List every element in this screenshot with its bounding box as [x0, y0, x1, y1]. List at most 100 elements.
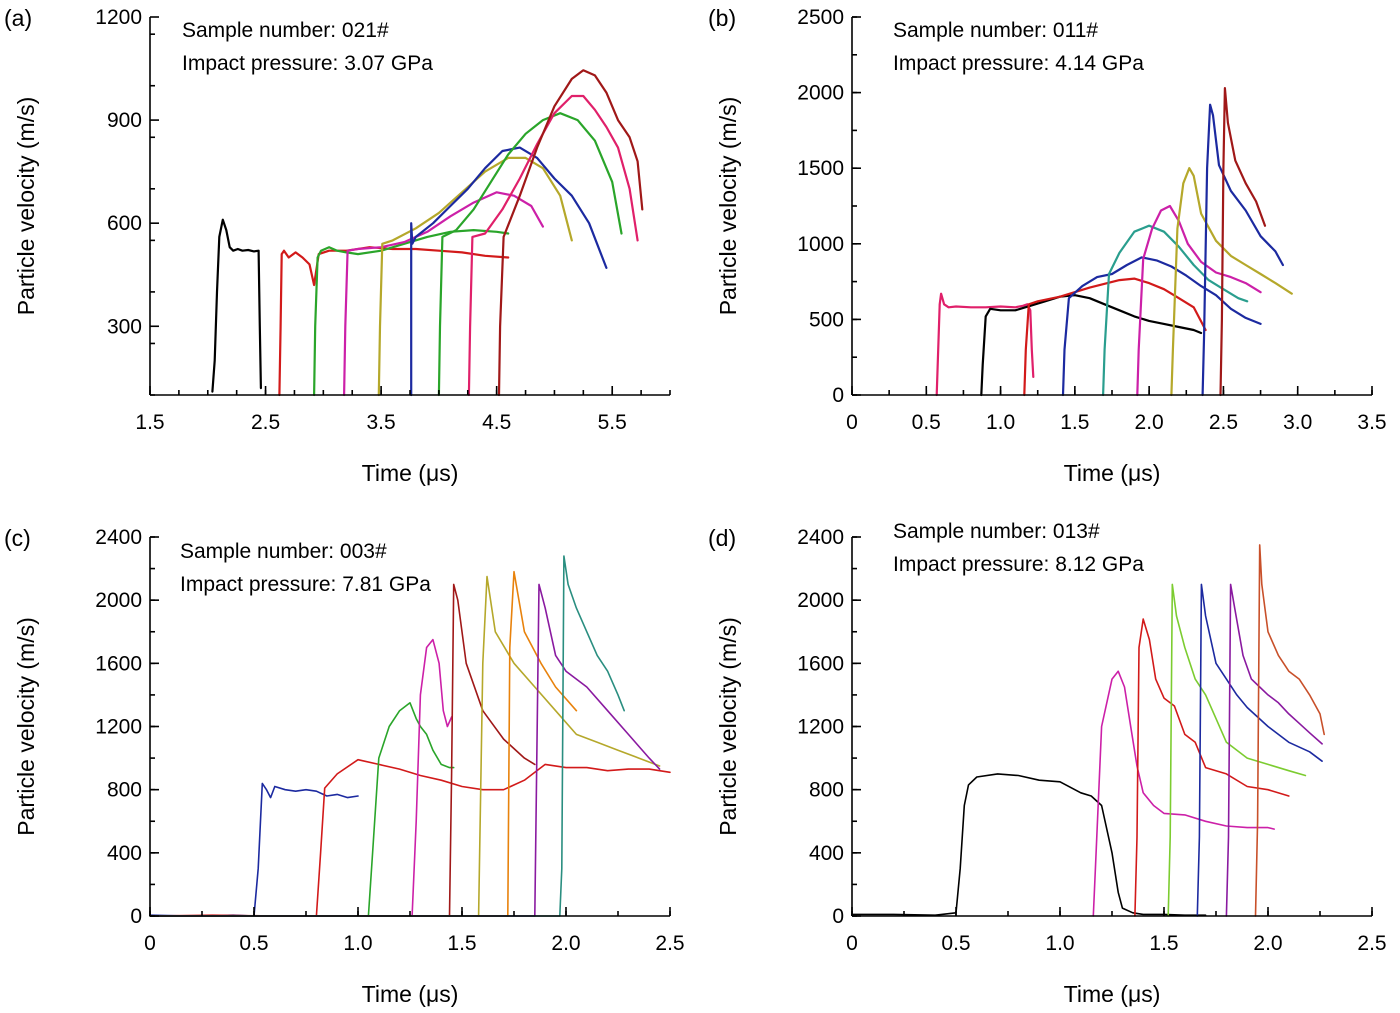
y-tick-label: 1600 — [95, 652, 142, 675]
series-line-7 — [1254, 544, 1325, 917]
series-line-4 — [1061, 256, 1262, 397]
y-tick-label: 400 — [809, 842, 844, 865]
x-ticks: 0 0.5 1.0 1.5 2.0 2.5 3.0 3.5 — [846, 386, 1387, 434]
x-axis-title: Time (μs) — [362, 981, 459, 1007]
y-tick-label: 2000 — [95, 589, 142, 612]
series-line-4 — [149, 638, 453, 917]
series-line-4 — [1167, 583, 1307, 917]
annotation-line-2: Impact pressure: 3.07 GPa — [182, 52, 433, 75]
x-tick-label: 0.5 — [912, 411, 941, 434]
y-tick-label: 0 — [832, 905, 844, 928]
series-line-2 — [1092, 670, 1275, 917]
series-line-3 — [1134, 618, 1290, 917]
series-line-1 — [149, 782, 359, 917]
y-tick-label: 800 — [107, 779, 142, 802]
series-line-3 — [149, 702, 455, 917]
y-tick-label: 400 — [107, 842, 142, 865]
y-tick-label: 2500 — [797, 6, 844, 29]
y-tick-label: 300 — [107, 315, 142, 338]
series-group — [211, 69, 644, 397]
x-tick-label: 2.0 — [1135, 411, 1164, 434]
x-tick-label: 5.5 — [598, 411, 627, 434]
annotation-line-1: Sample number: 011# — [893, 19, 1098, 42]
y-tick-label: 1200 — [95, 716, 142, 739]
series-line-8 — [1201, 103, 1284, 397]
x-tick-label: 2.0 — [1253, 932, 1282, 955]
y-tick-label: 2000 — [797, 589, 844, 612]
x-tick-label: 2.5 — [1209, 411, 1238, 434]
x-tick-label: 0.5 — [941, 932, 970, 955]
x-tick-label: 1.5 — [1060, 411, 1089, 434]
panel-c: 0 400 800 1200 1600 2000 2400 0 0.5 1.0 1.5 2.0 2.5 T… — [4, 525, 685, 1007]
y-tick-label: 1600 — [797, 652, 844, 675]
annotation-line-2: Impact pressure: 7.81 GPa — [180, 573, 431, 596]
series-line-3 — [313, 229, 510, 397]
y-axis-title: Particle velocity (m/s) — [715, 617, 741, 836]
x-tick-label: 1.5 — [1149, 932, 1178, 955]
y-tick-label: 800 — [809, 779, 844, 802]
panel-b: 0 500 1000 1500 2000 2500 0 0.5 1.0 1.5 2.0 2.5 3.0 3… — [708, 5, 1387, 486]
series-line-7 — [149, 570, 578, 917]
x-tick-label: 3.5 — [1357, 411, 1386, 434]
x-axis-title: Time (μs) — [1064, 981, 1161, 1007]
x-ticks: 1.5 2.5 3.5 4.5 5.5 — [135, 386, 671, 434]
annotation-line-2: Impact pressure: 8.12 GPa — [893, 553, 1144, 576]
panel-d: 0 400 800 1200 1600 2000 2400 0 0.5 1.0 1.5 2.0 2.5 T… — [708, 520, 1387, 1007]
series-line-6 — [149, 575, 661, 917]
panel-label: (c) — [4, 525, 31, 551]
series-group — [149, 555, 671, 917]
x-axis-title: Time (μs) — [362, 460, 459, 486]
y-tick-label: 600 — [107, 212, 142, 235]
panel-label: (b) — [708, 5, 736, 31]
x-ticks: 0 0.5 1.0 1.5 2.0 2.5 — [144, 907, 685, 955]
series-line-5 — [1196, 583, 1323, 917]
x-tick-label: 1.0 — [343, 932, 372, 955]
x-ticks: 0 0.5 1.0 1.5 2.0 2.5 — [846, 907, 1387, 955]
series-line-1 — [211, 218, 262, 393]
y-ticks: 0 500 1000 1500 2000 2500 — [797, 6, 861, 407]
x-tick-label: 4.5 — [482, 411, 511, 434]
series-line-2 — [980, 294, 1203, 397]
y-tick-label: 2000 — [797, 82, 844, 105]
panel-label: (a) — [4, 5, 32, 31]
series-line-1 — [851, 773, 1207, 916]
annotation-line-2: Impact pressure: 4.14 GPa — [893, 52, 1144, 75]
series-line-9 — [149, 555, 625, 917]
y-ticks: 0 400 800 1200 1600 2000 2400 — [95, 526, 159, 928]
series-line-5 — [149, 583, 536, 917]
x-tick-label: 0 — [846, 411, 858, 434]
y-tick-label: 1200 — [797, 716, 844, 739]
y-axis-title: Particle velocity (m/s) — [13, 97, 39, 316]
y-ticks: 0 400 800 1200 1600 2000 2400 — [797, 526, 861, 928]
y-tick-label: 500 — [809, 308, 844, 331]
series-line-5 — [377, 156, 573, 397]
series-line-7 — [1170, 167, 1293, 397]
annotation-line-1: Sample number: 021# — [182, 19, 389, 42]
x-tick-label: 0 — [144, 932, 156, 955]
x-tick-label: 3.0 — [1283, 411, 1312, 434]
annotation-line-1: Sample number: 013# — [893, 520, 1100, 543]
x-tick-label: 2.5 — [251, 411, 280, 434]
series-group — [935, 87, 1293, 397]
x-tick-label: 2.5 — [655, 932, 684, 955]
series-line-8 — [467, 94, 639, 397]
panel-label: (d) — [708, 525, 736, 551]
annotation-line-1: Sample number: 003# — [180, 540, 387, 563]
x-tick-label: 1.0 — [1045, 932, 1074, 955]
panel-a: 300 600 900 1200 1.5 2.5 3.5 4.5 5.5 Time (μs) Par… — [4, 5, 671, 486]
y-tick-label: 2400 — [95, 526, 142, 549]
series-line-6 — [410, 146, 608, 397]
x-tick-label: 3.5 — [367, 411, 396, 434]
series-line-4 — [343, 191, 544, 397]
y-tick-label: 0 — [832, 384, 844, 407]
y-tick-label: 2400 — [797, 526, 844, 549]
series-group — [851, 544, 1325, 917]
x-tick-label: 2.5 — [1357, 932, 1386, 955]
series-line-2 — [149, 758, 671, 917]
x-tick-label: 1.0 — [986, 411, 1015, 434]
x-tick-label: 1.5 — [135, 411, 164, 434]
y-tick-label: 1200 — [95, 6, 142, 29]
y-axis-title: Particle velocity (m/s) — [13, 617, 39, 836]
series-line-9 — [1219, 87, 1267, 397]
